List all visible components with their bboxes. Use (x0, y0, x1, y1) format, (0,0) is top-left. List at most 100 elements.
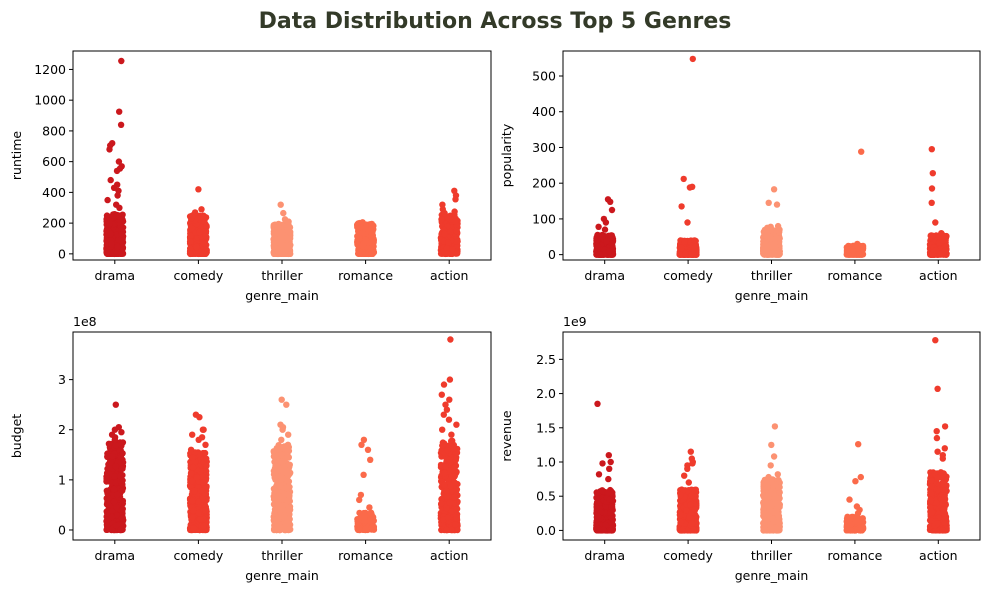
y-tick-label: 800 (42, 123, 66, 138)
outlier-point-thriller (770, 186, 778, 193)
outlier-point-romance (854, 240, 861, 248)
point-action (929, 232, 936, 239)
outlier-point-action (452, 196, 459, 203)
point-comedy (202, 477, 209, 484)
point-comedy (193, 474, 201, 481)
y-tick-label: 0 (58, 522, 66, 537)
point-romance (360, 240, 367, 247)
point-action (453, 227, 460, 235)
point-thriller (761, 246, 769, 254)
point-drama (114, 248, 121, 255)
outlier-point-comedy (196, 414, 203, 421)
point-romance (369, 243, 377, 250)
point-thriller (275, 492, 282, 500)
outlier-point-thriller (773, 201, 781, 208)
x-tick-label-drama: drama (584, 268, 625, 283)
outlier-point-drama (116, 108, 123, 115)
point-drama (104, 248, 111, 256)
outlier-point-comedy (195, 186, 202, 193)
x-axis-label: genre_main (735, 288, 809, 303)
point-drama (118, 465, 125, 472)
point-action (441, 230, 448, 238)
point-thriller (280, 445, 287, 452)
outlier-point-drama (114, 192, 121, 199)
outlier-point-thriller (278, 396, 285, 403)
point-drama (106, 464, 114, 471)
point-drama (119, 487, 126, 494)
point-drama (605, 248, 613, 255)
point-drama (108, 240, 115, 248)
outlier-point-thriller (285, 218, 292, 225)
point-romance (368, 250, 375, 257)
y-axis-label: popularity (499, 123, 514, 187)
outlier-point-romance (359, 219, 366, 226)
y-tick-label: 600 (42, 154, 66, 169)
outlier-point-comedy (198, 206, 205, 213)
x-tick-label-comedy: comedy (663, 268, 713, 283)
x-tick-label-thriller: thriller (751, 268, 793, 283)
outlier-point-thriller (279, 426, 286, 433)
y-tick-label: 0 (548, 247, 556, 262)
point-comedy (197, 223, 205, 231)
point-comedy (202, 233, 209, 240)
outlier-point-thriller (280, 209, 287, 217)
y-tick-label: 100 (532, 211, 556, 226)
point-thriller (279, 502, 286, 509)
outlier-point-thriller (283, 401, 290, 408)
outlier-point-action (928, 146, 935, 153)
y-offset-label: 1e8 (73, 314, 97, 329)
outlier-point-drama (602, 219, 610, 226)
point-drama (109, 452, 116, 460)
x-tick-label-action: action (919, 268, 957, 283)
y-tick-label: 0 (58, 246, 66, 261)
y-tick-label: 2 (58, 422, 66, 437)
outlier-point-comedy (189, 212, 196, 219)
point-comedy (197, 516, 204, 523)
outlier-point-comedy (200, 214, 207, 221)
outlier-point-drama (118, 429, 125, 436)
y-tick-label: 1 (58, 472, 66, 487)
point-drama (609, 233, 616, 241)
x-tick-label-romance: romance (338, 548, 393, 563)
x-tick-label-romance: romance (827, 268, 882, 283)
outlier-point-action (451, 208, 458, 215)
outlier-point-comedy (689, 55, 696, 63)
outlier-point-drama (595, 223, 602, 230)
x-axis-label: genre_main (245, 288, 319, 303)
y-axis-label: budget (9, 414, 24, 458)
point-thriller (771, 243, 779, 250)
x-tick-label-comedy: comedy (174, 268, 224, 283)
figure-title: Data Distribution Across Top 5 Genres (259, 9, 732, 34)
x-tick-label-action: action (430, 268, 468, 283)
point-drama (114, 243, 121, 251)
y-tick-label: 300 (532, 140, 556, 155)
point-comedy (190, 525, 198, 532)
outlier-point-thriller (277, 201, 284, 208)
x-tick-label-drama: drama (95, 548, 136, 563)
point-comedy (203, 455, 210, 462)
outlier-point-drama (112, 401, 120, 408)
outlier-point-thriller (764, 224, 771, 231)
point-thriller (272, 476, 279, 483)
point-thriller (775, 228, 783, 236)
point-comedy (200, 240, 208, 247)
point-thriller (275, 514, 282, 521)
point-comedy (187, 470, 195, 477)
point-drama (118, 231, 125, 238)
point-comedy (196, 228, 203, 236)
outlier-point-comedy (686, 184, 694, 191)
point-thriller (272, 462, 279, 470)
point-drama (111, 473, 119, 480)
outlier-point-drama (104, 196, 111, 204)
x-tick-label-comedy: comedy (174, 548, 224, 563)
x-axis-label: genre_main (245, 568, 319, 583)
y-axis-label: runtime (9, 131, 24, 181)
outlier-point-comedy (684, 219, 691, 226)
point-comedy (186, 250, 194, 257)
outlier-point-romance (368, 220, 375, 228)
point-comedy (189, 454, 196, 461)
point-thriller (271, 235, 278, 243)
